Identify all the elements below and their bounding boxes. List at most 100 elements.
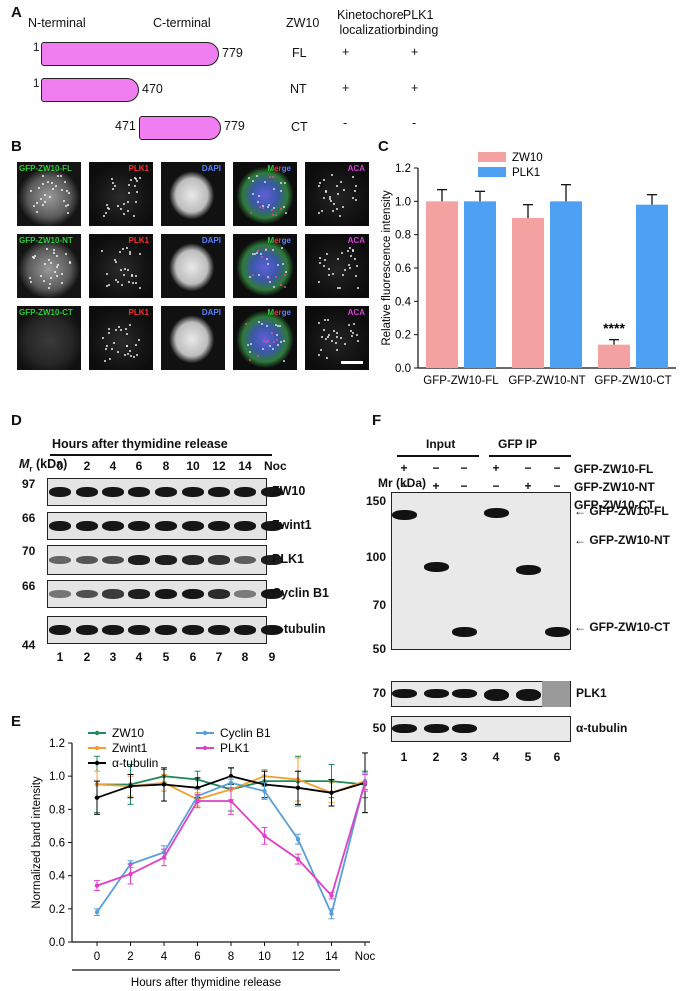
blot-f-lane-number: 4 <box>492 750 500 764</box>
micrograph-channel-label: ACA <box>347 236 365 245</box>
micrograph-speckle <box>344 268 347 271</box>
blot-f-small-band <box>424 724 449 733</box>
micrograph-speckle <box>268 345 271 348</box>
micrograph-speckle <box>68 261 71 264</box>
blot-f-small-band <box>452 724 477 733</box>
blot-d-band <box>76 487 98 497</box>
micrograph-speckle <box>136 190 139 193</box>
micrograph-speckle <box>132 215 135 217</box>
blot-d-timepoint: 14 <box>238 459 252 473</box>
micrograph-speckle <box>135 354 138 356</box>
micrograph-speckle <box>280 340 283 343</box>
micrograph-speckle <box>326 318 329 321</box>
micrograph-speckle <box>328 274 331 277</box>
blot-f-row-label: GFP-ZW10-NT <box>574 480 655 494</box>
blot-f-sign: − <box>460 479 468 493</box>
micrograph-speckle <box>328 195 331 198</box>
micrograph-speckle <box>339 215 342 218</box>
panel-f-label: F <box>372 412 382 429</box>
x-tick-label: 10 <box>258 951 271 963</box>
micrograph-channel-label: PLK1 <box>128 308 149 317</box>
legend-marker <box>94 730 100 736</box>
micrograph-speckle <box>259 253 262 256</box>
bar-zw10 <box>598 344 630 368</box>
micrograph-speckle <box>43 200 46 203</box>
micrograph-speckle <box>351 249 354 252</box>
legend-label: PLK1 <box>220 741 250 755</box>
fl-end: 779 <box>222 46 243 60</box>
blot-d-protein-label: Zwint1 <box>272 518 312 532</box>
micrograph-cell: Merge <box>233 234 297 298</box>
micrograph-speckle <box>317 212 320 215</box>
micrograph-speckle <box>354 258 357 260</box>
micrograph-cell: Merge <box>233 306 297 370</box>
blot-f-small-band <box>516 689 541 701</box>
fl-plk: + <box>411 45 419 59</box>
micrograph-speckle <box>139 253 142 256</box>
micrograph-speckle <box>336 287 339 290</box>
micrograph-speckle <box>129 349 132 352</box>
micrograph-speckle <box>273 286 276 288</box>
blot-f-sign: − <box>492 479 500 493</box>
micrograph-speckle <box>275 276 278 279</box>
micrograph-speckle <box>324 258 327 261</box>
blot-d-protein-label: Cyclin B1 <box>272 586 329 600</box>
micrograph-speckle <box>103 359 106 362</box>
blot-d-band <box>208 521 230 531</box>
micrograph-speckle <box>62 200 65 203</box>
micrograph-speckle <box>102 215 105 218</box>
micrograph-speckle <box>248 350 251 353</box>
micrograph-speckle <box>266 340 269 343</box>
blot-d-band <box>49 625 71 635</box>
blot-f-marker: 150 <box>365 494 386 508</box>
micrograph-speckle <box>339 286 342 289</box>
micrograph-speckle <box>127 184 130 187</box>
micrograph-speckle <box>327 333 330 336</box>
merge-letter: g <box>281 164 287 173</box>
micrograph-speckle <box>329 197 331 200</box>
fl-name: FL <box>292 46 307 60</box>
merge-letter: e <box>274 308 279 317</box>
blot-d-band <box>261 625 283 635</box>
data-point <box>329 893 334 898</box>
micrograph-speckle <box>351 334 354 337</box>
blot-f-gfpip-header: GFP IP <box>498 437 538 451</box>
micrograph-speckle <box>348 324 351 326</box>
y-tick-label: 0.8 <box>395 230 411 242</box>
micrograph-speckle <box>246 343 249 346</box>
scale-bar <box>341 361 363 364</box>
blot-f-small-band <box>392 724 417 733</box>
blot-d-lane-number: 5 <box>162 650 170 664</box>
merge-letter: e <box>286 308 291 317</box>
blot-d-band <box>128 487 150 497</box>
micrograph-speckle <box>276 334 279 337</box>
ct-name: CT <box>291 120 308 134</box>
micrograph-speckle <box>280 189 282 192</box>
micrograph-speckle <box>348 267 351 270</box>
micrograph-speckle <box>117 280 119 283</box>
blot-d-band <box>76 521 98 531</box>
blot-f-input-header: Input <box>426 437 456 451</box>
blot-d-timepoint: 8 <box>162 459 170 473</box>
micrograph-speckle <box>106 285 109 288</box>
micrograph-speckle <box>137 339 140 341</box>
micrograph-cell: Merge <box>233 162 297 226</box>
micrograph-speckle <box>284 273 287 276</box>
micrograph-speckle <box>106 204 109 207</box>
blot-f-sign: + <box>432 479 440 493</box>
bar-plk1 <box>550 201 582 368</box>
micrograph-speckle <box>267 276 270 279</box>
micrograph-speckle <box>257 249 259 252</box>
micrograph-cell: ACA <box>305 306 369 370</box>
blot-f-small-marker: 50 <box>372 721 386 735</box>
micrograph-speckle <box>265 249 268 252</box>
blot-d-band <box>49 487 71 497</box>
micrograph-speckle <box>280 283 282 286</box>
micrograph-channel-label: ACA <box>347 164 365 173</box>
micrograph-speckle <box>124 328 127 331</box>
y-tick-label: 0.8 <box>49 804 65 816</box>
blot-f-sign: − <box>553 479 561 493</box>
micrograph-speckle <box>258 273 260 276</box>
micrograph-channel-label: DAPI <box>201 164 221 173</box>
blot-d-marker: 70 <box>22 544 36 558</box>
